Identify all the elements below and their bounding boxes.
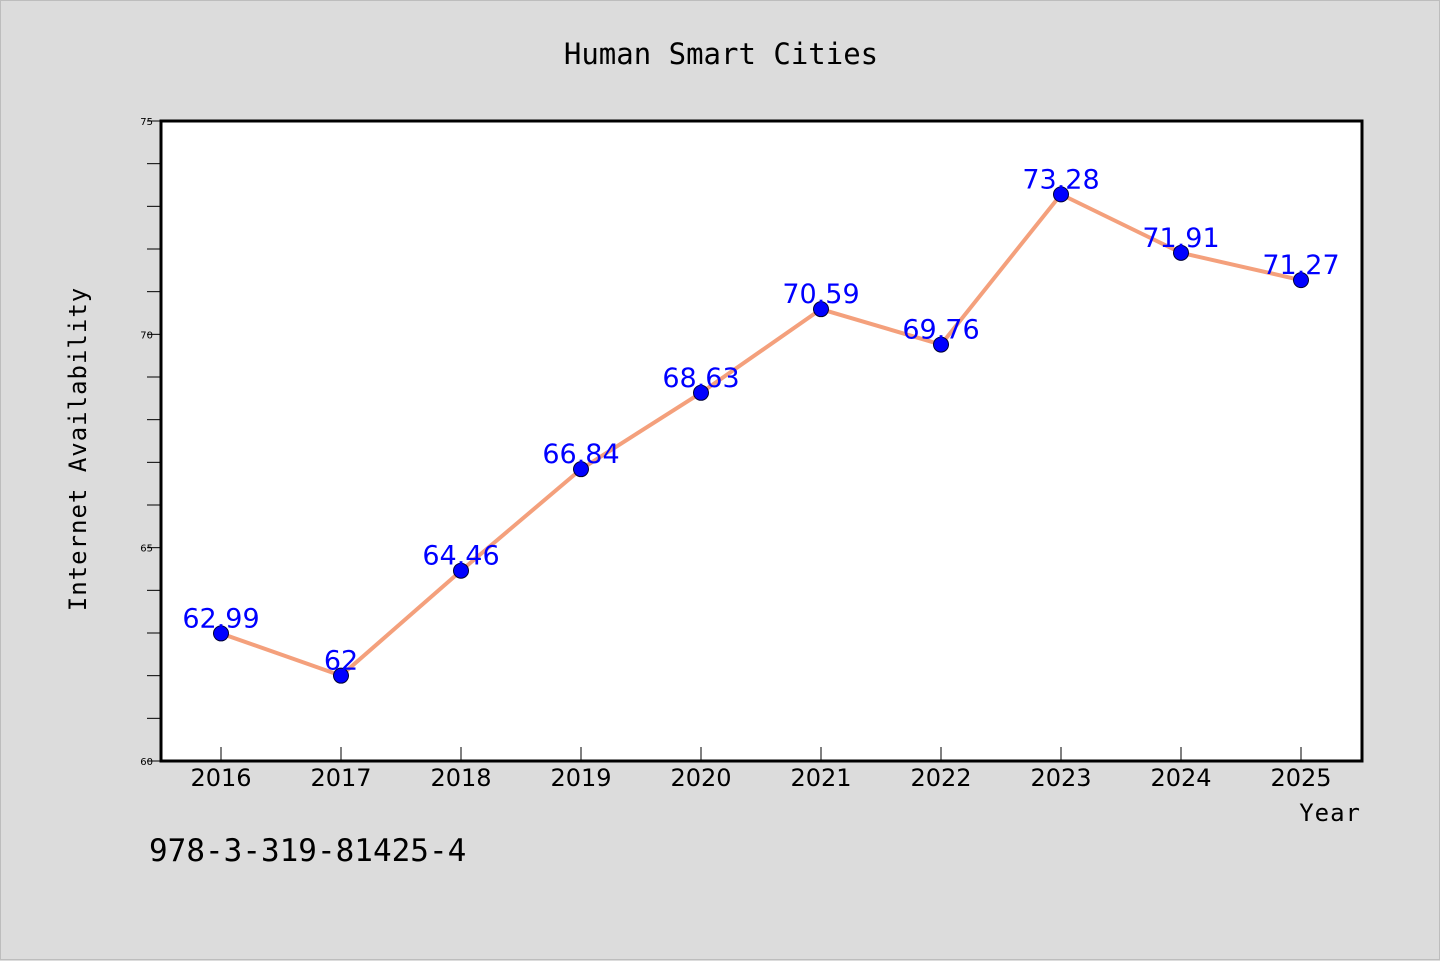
data-label: 62 bbox=[324, 646, 358, 677]
x-tick-label: 2020 bbox=[670, 764, 731, 792]
plot-area bbox=[161, 121, 1362, 761]
data-point bbox=[813, 301, 829, 318]
y-tick-label: 75 bbox=[140, 117, 153, 128]
isbn-footnote: 978-3-319-81425-4 bbox=[149, 833, 467, 869]
data-point bbox=[933, 336, 949, 353]
data-label: 66.84 bbox=[542, 439, 619, 470]
series-layer: 62.99 62 64.46 66.84 68.63 70.59 69.76 73.28 71.… bbox=[182, 164, 1340, 684]
data-label: 70.59 bbox=[782, 279, 859, 310]
y-tick-label: 60 bbox=[140, 757, 153, 768]
y-axis: 60 65 70 75 bbox=[140, 117, 161, 768]
data-label: 64.46 bbox=[422, 541, 499, 572]
x-tick-label: 2018 bbox=[430, 764, 491, 792]
x-tick-label: 2022 bbox=[910, 764, 971, 792]
x-tick-label: 2016 bbox=[190, 764, 251, 792]
data-point bbox=[573, 461, 589, 478]
y-axis-label: Internet Availability bbox=[64, 287, 92, 611]
x-tick-label: 2021 bbox=[790, 764, 851, 792]
y-tick-label: 65 bbox=[140, 544, 153, 555]
data-label: 69.76 bbox=[902, 315, 979, 346]
data-point bbox=[693, 384, 709, 401]
x-tick-label: 2025 bbox=[1270, 764, 1331, 792]
series-line bbox=[219, 192, 1303, 678]
data-label: 73.28 bbox=[1022, 164, 1099, 195]
x-tick-label: 2024 bbox=[1150, 764, 1211, 792]
data-point bbox=[1173, 244, 1189, 261]
data-point bbox=[1293, 272, 1309, 289]
data-label: 68.63 bbox=[662, 363, 739, 394]
x-tick-label: 2017 bbox=[310, 764, 371, 792]
data-point bbox=[1053, 186, 1069, 203]
data-point bbox=[453, 562, 469, 579]
data-point bbox=[213, 625, 229, 642]
x-axis: 2016 2017 2018 2019 2020 2021 2022 2023 2024 2025 bbox=[190, 747, 1332, 792]
y-tick-label: 70 bbox=[140, 330, 153, 341]
data-label: 71.91 bbox=[1142, 223, 1219, 254]
data-label: 62.99 bbox=[182, 603, 259, 634]
plot-frame bbox=[159, 119, 1364, 763]
x-axis-label: Year bbox=[1299, 799, 1361, 827]
data-label: 71.27 bbox=[1262, 250, 1339, 281]
data-point bbox=[333, 667, 349, 684]
x-tick-label: 2019 bbox=[550, 764, 611, 792]
chart-title: Human Smart Cities bbox=[564, 37, 878, 71]
x-tick-label: 2023 bbox=[1030, 764, 1091, 792]
